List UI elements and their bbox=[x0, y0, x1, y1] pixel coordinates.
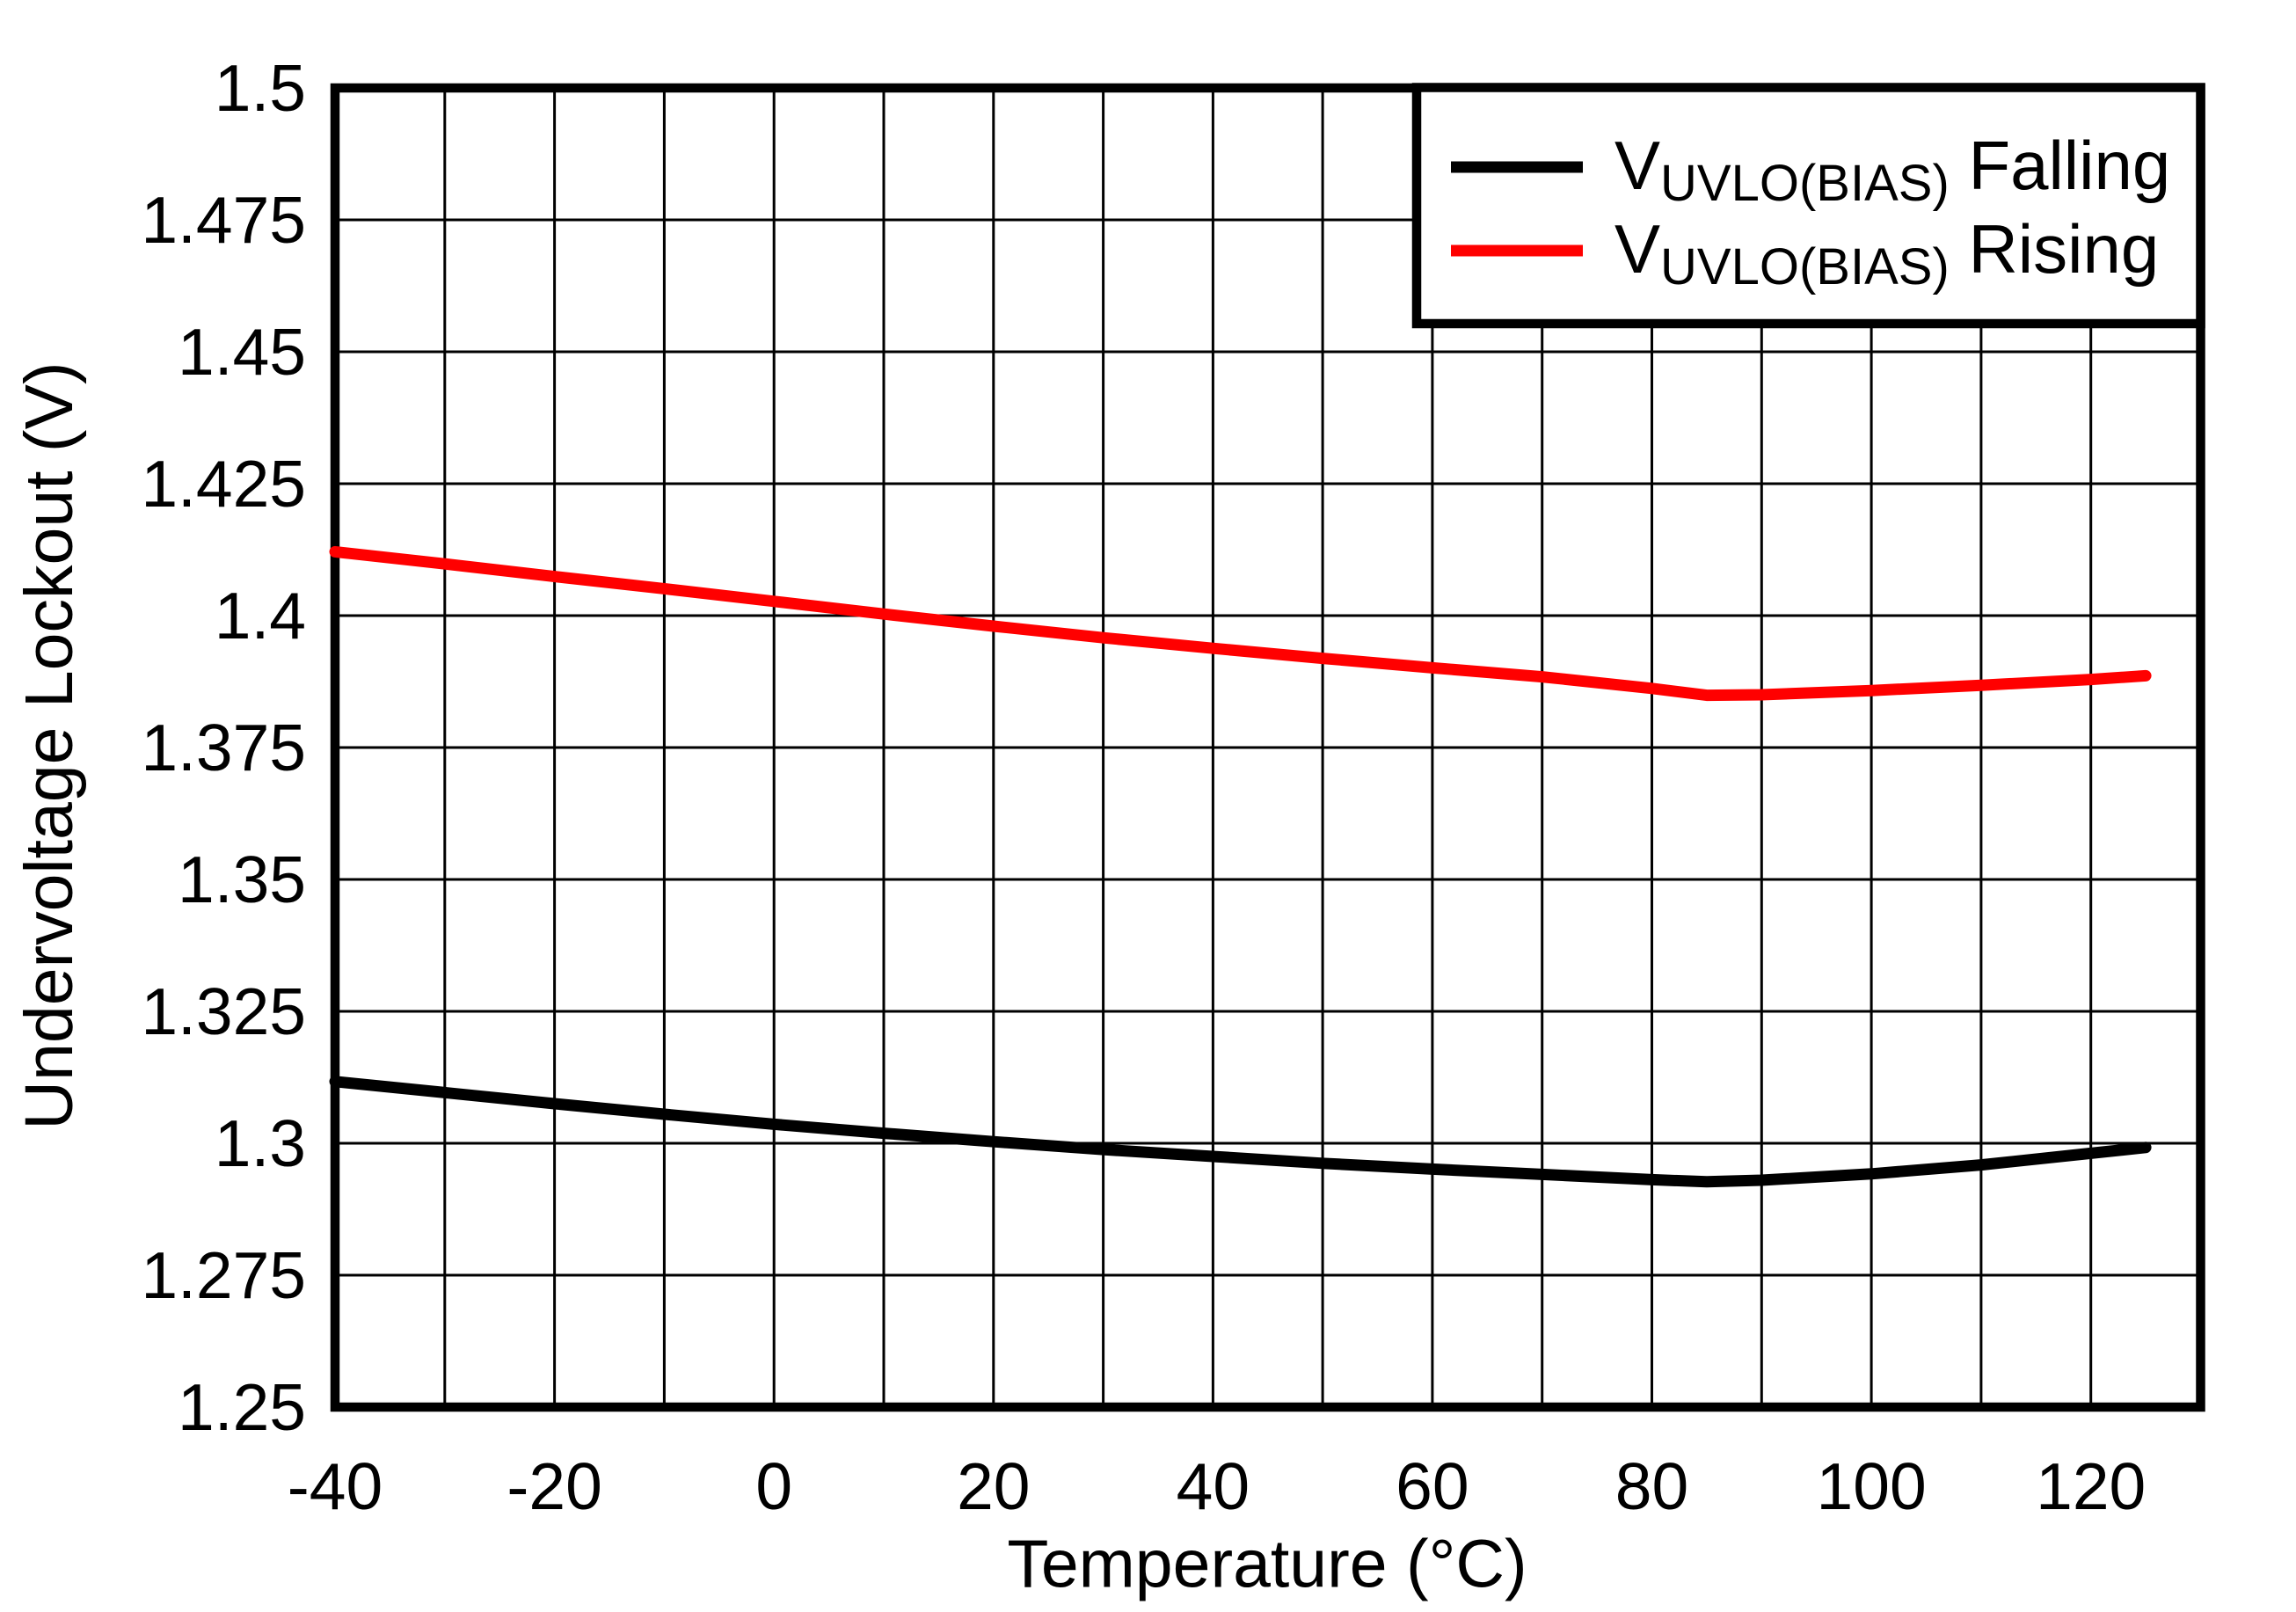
svg-text:120: 120 bbox=[2036, 1449, 2146, 1523]
svg-text:1.45: 1.45 bbox=[178, 315, 306, 389]
svg-text:100: 100 bbox=[1817, 1449, 1927, 1523]
svg-text:1.275: 1.275 bbox=[141, 1238, 306, 1312]
svg-text:20: 20 bbox=[957, 1449, 1030, 1523]
svg-text:1.35: 1.35 bbox=[178, 842, 306, 916]
svg-text:1.325: 1.325 bbox=[141, 974, 306, 1048]
svg-text:Undervoltage Lockout (V): Undervoltage Lockout (V) bbox=[11, 361, 87, 1129]
svg-text:1.425: 1.425 bbox=[141, 447, 306, 521]
svg-text:80: 80 bbox=[1615, 1449, 1688, 1523]
svg-text:40: 40 bbox=[1177, 1449, 1250, 1523]
svg-text:-20: -20 bbox=[507, 1449, 601, 1523]
svg-text:60: 60 bbox=[1396, 1449, 1469, 1523]
svg-text:1.25: 1.25 bbox=[178, 1370, 306, 1444]
svg-text:1.4: 1.4 bbox=[215, 579, 306, 653]
svg-text:1.3: 1.3 bbox=[215, 1106, 306, 1180]
svg-text:-40: -40 bbox=[288, 1449, 383, 1523]
svg-text:0: 0 bbox=[755, 1449, 792, 1523]
svg-text:Temperature (°C): Temperature (°C) bbox=[1007, 1527, 1527, 1602]
svg-text:1.5: 1.5 bbox=[215, 51, 306, 125]
svg-text:1.475: 1.475 bbox=[141, 183, 306, 257]
svg-text:1.375: 1.375 bbox=[141, 711, 306, 784]
